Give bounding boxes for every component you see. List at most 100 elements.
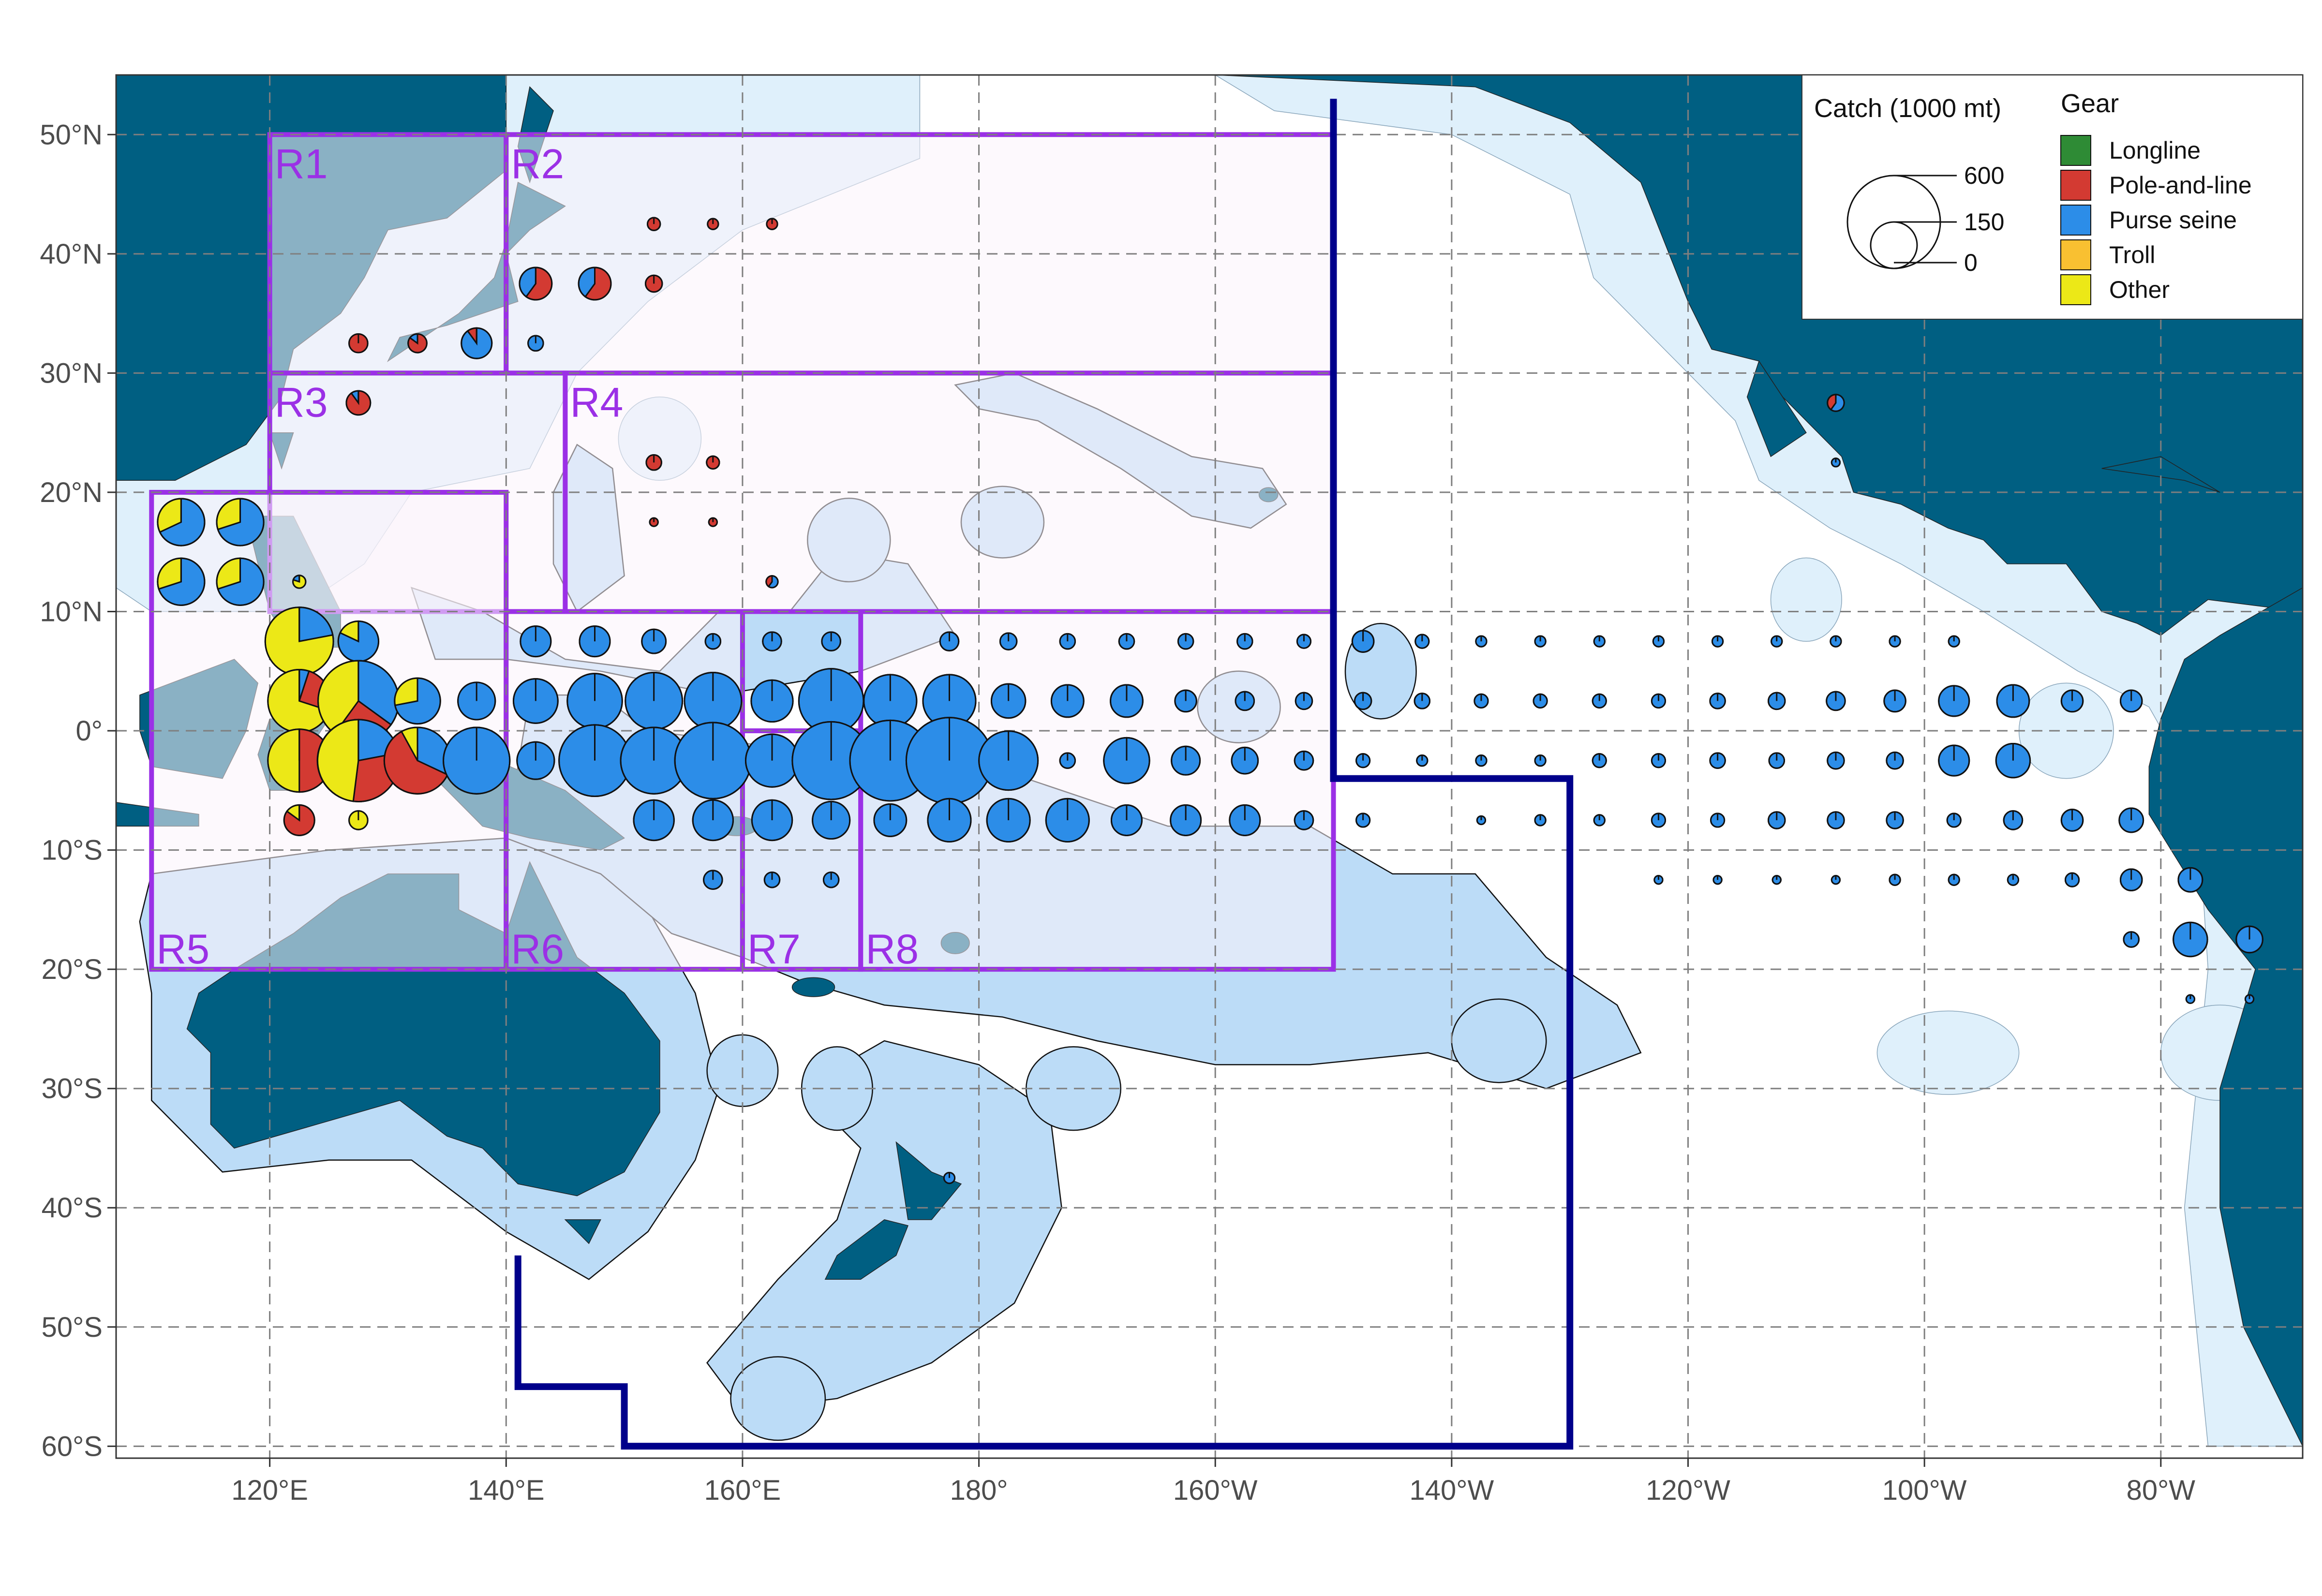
- catch-pie: [684, 671, 743, 730]
- x-tick-label: 120°W: [1646, 1475, 1730, 1506]
- pie-outline: [2185, 994, 2196, 1004]
- pie-outline: [1593, 635, 1606, 648]
- catch-pie: [1651, 813, 1667, 828]
- pie-outline: [1050, 684, 1085, 718]
- catch-pie: [1886, 811, 1904, 829]
- catch-pie: [520, 625, 552, 658]
- catch-pie: [674, 722, 752, 799]
- catch-pie: [1711, 635, 1724, 648]
- pie-outline: [2060, 689, 2084, 713]
- catch-pie: [939, 631, 960, 651]
- pie-outline: [641, 628, 667, 654]
- catch-pie: [1534, 814, 1547, 827]
- catch-pie: [1709, 693, 1726, 709]
- x-tick-label: 100°W: [1882, 1475, 1967, 1506]
- pie-outline: [1948, 635, 1960, 648]
- catch-pie: [1826, 691, 1846, 711]
- pie-outline: [766, 218, 778, 230]
- new-caledonia: [791, 977, 835, 997]
- gear-swatch-purse-seine: [2060, 205, 2091, 236]
- pie-outline: [443, 726, 511, 795]
- pie-outline: [216, 498, 265, 547]
- pie-outline: [1889, 635, 1901, 648]
- cuba: [2101, 456, 2220, 493]
- catch-pie: [703, 870, 723, 890]
- pie-outline: [2123, 931, 2140, 948]
- region-label-r6: R6: [511, 926, 564, 973]
- catch-pie: [1236, 633, 1253, 650]
- catch-pie: [943, 1171, 956, 1184]
- catch-pie: [707, 218, 719, 230]
- pie-outline: [2064, 872, 2080, 887]
- catch-pie: [1354, 692, 1372, 710]
- catch-pie: [927, 798, 972, 842]
- pie-outline: [1475, 754, 1488, 767]
- catch-pie: [645, 454, 662, 471]
- catch-pie: [863, 674, 918, 728]
- convention-area-line: [514, 99, 1574, 1450]
- catch-pie: [641, 628, 667, 654]
- catch-pie: [2060, 809, 2084, 832]
- pie-outline: [1474, 693, 1489, 709]
- pie-outline: [1768, 811, 1786, 829]
- eez-island: [1451, 998, 1547, 1083]
- pie-outline: [394, 677, 441, 725]
- pie-outline: [1231, 746, 1259, 775]
- gear-legend-title: Gear: [2061, 89, 2119, 118]
- catch-pie: [646, 217, 661, 231]
- catch-pie: [1475, 754, 1488, 767]
- pie-outline: [516, 741, 555, 780]
- pie-outline: [990, 683, 1027, 719]
- pie-outline: [873, 803, 908, 837]
- pie-outline: [1351, 630, 1375, 653]
- pie-outline: [157, 498, 206, 547]
- pie-outline: [1475, 635, 1488, 648]
- pie-outline: [1651, 753, 1667, 768]
- legend: Catch (1000 mt) Gear 600 150 0 Longline Pol…: [1801, 74, 2303, 320]
- pie-outline: [821, 631, 841, 651]
- catch-pie: [1351, 630, 1375, 653]
- pie-outline: [999, 632, 1018, 650]
- pie-outline: [2119, 689, 2143, 713]
- catch-pie: [649, 517, 659, 527]
- catch-pie: [1768, 752, 1786, 769]
- pie-outline: [519, 266, 553, 301]
- catch-pie: [512, 678, 559, 724]
- pie-outline: [1045, 798, 1090, 842]
- catch-pie: [1229, 804, 1261, 836]
- pie-outline: [2118, 807, 2144, 833]
- pie-outline: [2007, 873, 2020, 886]
- catch-pie: [1171, 745, 1201, 776]
- catch-pie: [765, 575, 779, 589]
- catch-pie: [1946, 813, 1962, 828]
- catch-pie: [1771, 635, 1783, 648]
- catch-pie: [1592, 693, 1607, 709]
- catch-pie: [1827, 751, 1845, 770]
- gear-swatch-longline: [2060, 135, 2091, 166]
- x-tick-label: 80°W: [2127, 1475, 2196, 1506]
- size-legend-label: 600: [1964, 162, 2004, 189]
- region-label-r2: R2: [511, 141, 564, 187]
- pie-outline: [704, 633, 722, 650]
- pie-outline: [978, 730, 1039, 791]
- catch-pie: [2118, 807, 2144, 833]
- catch-pies: [157, 217, 2263, 1184]
- catch-pie: [1475, 635, 1488, 648]
- pie-outline: [1171, 745, 1201, 776]
- catch-pie: [1948, 873, 1960, 886]
- size-legend-title: Catch (1000 mt): [1814, 94, 2001, 123]
- pie-outline: [1059, 752, 1076, 769]
- y-tick-label: 30°S: [42, 1073, 103, 1105]
- catch-pie: [348, 333, 369, 354]
- pie-outline: [751, 799, 793, 842]
- y-tick-label: 10°S: [42, 835, 103, 866]
- pie-outline: [520, 625, 552, 658]
- pie-outline: [708, 517, 718, 527]
- catch-pie: [2185, 994, 2196, 1004]
- catch-pie: [2007, 873, 2020, 886]
- catch-pie: [1118, 633, 1135, 650]
- pie-outline: [292, 575, 307, 589]
- pie-outline: [1174, 689, 1197, 713]
- pie-outline: [1118, 633, 1135, 650]
